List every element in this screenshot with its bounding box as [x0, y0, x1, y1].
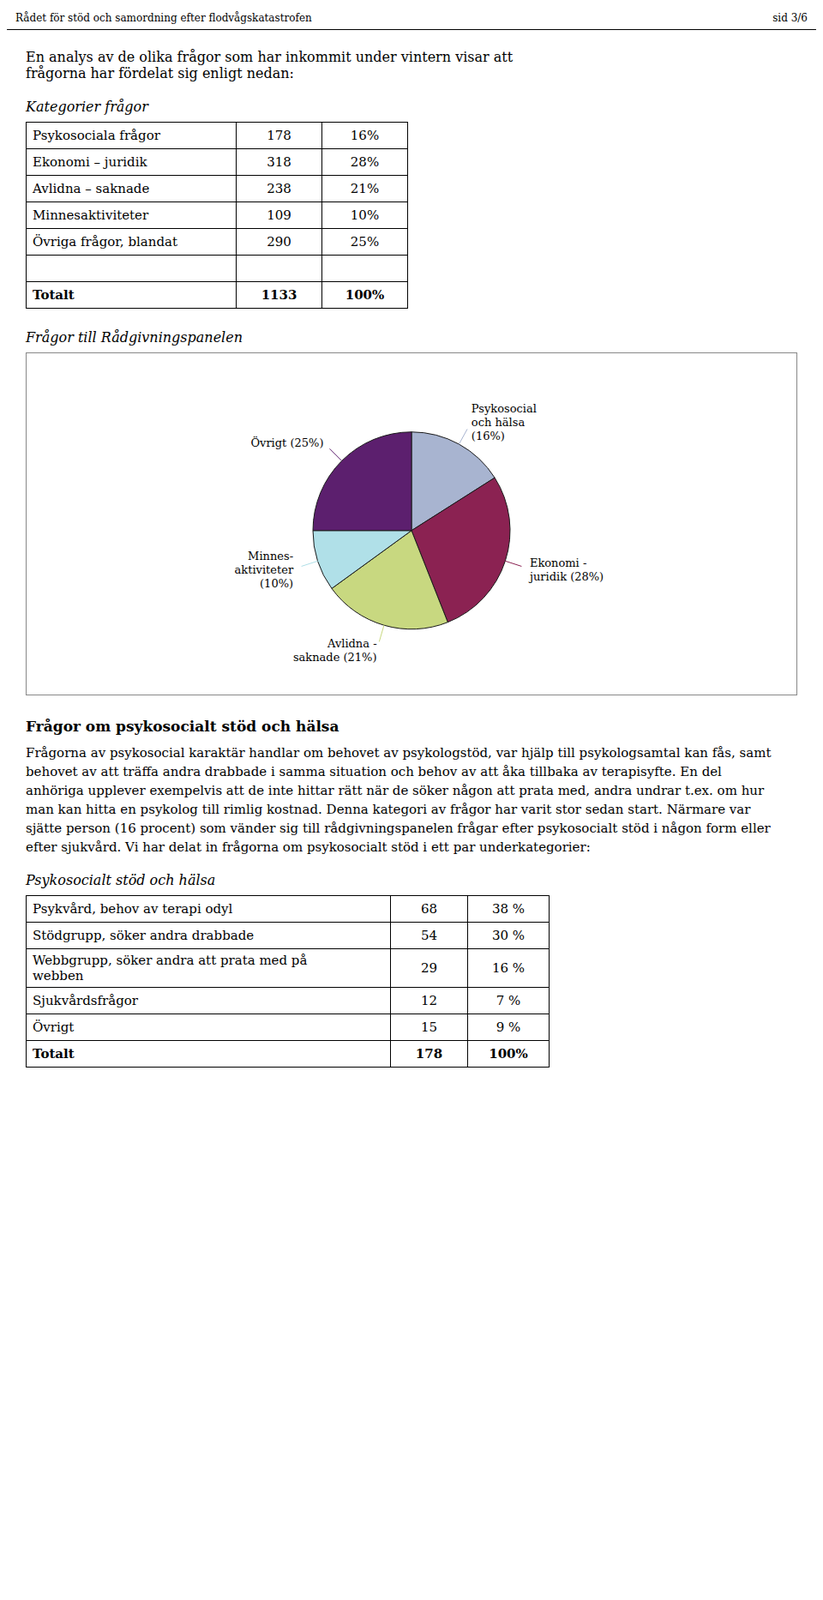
html-text:68: 68 [420, 901, 438, 917]
html-text:Frågor till Rådgivningspanelen: Frågor till Rådgivningspanelen [25, 329, 243, 346]
html-text:Sjukvårdsfrågor: Sjukvårdsfrågor [32, 992, 139, 1009]
html-text:Frågor om psykosocialt stöd oc: Frågor om psykosocialt stöd och hälsa [25, 717, 340, 735]
html-text:Frågorna av psykosocial karakt: Frågorna av psykosocial karaktär handlar… [25, 744, 772, 855]
html-text:Kategorier frågor: Kategorier frågor [25, 98, 149, 115]
html-text:15: 15 [420, 1019, 438, 1035]
html-text:100%: 100% [345, 287, 385, 303]
html-text:28%: 28% [350, 154, 380, 170]
html-text:Totalt: Totalt [32, 287, 75, 303]
html-text:318: 318 [266, 154, 292, 170]
html-text:238: 238 [266, 180, 292, 197]
html-text:Övriga frågor, blandat: Övriga frågor, blandat [32, 234, 178, 250]
svg-text:Minnes-aktiviteter(10%): Minnes-aktiviteter(10%) [234, 548, 295, 589]
html-text:16 %: 16 % [491, 960, 525, 976]
html-text:sid 3/6: sid 3/6 [772, 12, 808, 25]
html-text:Psykvård, behov av terapi odyl: Psykvård, behov av terapi odyl [32, 901, 233, 917]
html-text:Stödgrupp, söker andra drabbad: Stödgrupp, söker andra drabbade [32, 927, 254, 944]
svg-text:Ekonomi -juridik (28%): Ekonomi -juridik (28%) [528, 555, 604, 583]
html-text:16%: 16% [350, 127, 380, 144]
html-text:9 %: 9 % [496, 1019, 521, 1035]
svg-text:Avlidna -saknade (21%): Avlidna -saknade (21%) [293, 636, 378, 664]
html-text:Psykosocialt stöd och hälsa: Psykosocialt stöd och hälsa [25, 871, 216, 889]
html-text:En analys av de olika frågor s: En analys av de olika frågor som har ink… [25, 48, 513, 82]
html-text:100%: 100% [488, 1045, 528, 1062]
html-text:Minnesaktiviteter: Minnesaktiviteter [32, 207, 149, 223]
html-text:178: 178 [266, 127, 292, 144]
html-text:109: 109 [266, 207, 292, 223]
html-text:38 %: 38 % [491, 901, 525, 917]
html-text:1133: 1133 [261, 287, 297, 303]
html-text:10%: 10% [350, 207, 380, 223]
svg-text:Psykosocialoch hälsa(16%): Psykosocialoch hälsa(16%) [471, 401, 537, 442]
html-text:Ekonomi – juridik: Ekonomi – juridik [32, 154, 148, 170]
html-text:7 %: 7 % [496, 992, 521, 1009]
html-text:Totalt: Totalt [32, 1045, 75, 1062]
html-text:54: 54 [420, 927, 438, 944]
html-text:Rådet för stöd och samordning: Rådet för stöd och samordning efter flod… [15, 12, 312, 25]
html-text:30 %: 30 % [491, 927, 525, 944]
html-text:29: 29 [420, 960, 438, 976]
svg-text:Övrigt (25%): Övrigt (25%) [250, 435, 324, 450]
html-text:Psykosociala frågor: Psykosociala frågor [32, 127, 161, 144]
html-text:290: 290 [266, 234, 292, 250]
html-text:21%: 21% [350, 180, 380, 197]
html-text:Webbgrupp, söker andra att pra: Webbgrupp, söker andra att prata med på … [32, 952, 308, 984]
html-text:25%: 25% [350, 234, 380, 250]
html-text:178: 178 [415, 1045, 443, 1062]
html-text:Avlidna – saknade: Avlidna – saknade [32, 180, 150, 197]
html-text:Övrigt: Övrigt [32, 1019, 75, 1035]
html-text:12: 12 [420, 992, 438, 1009]
